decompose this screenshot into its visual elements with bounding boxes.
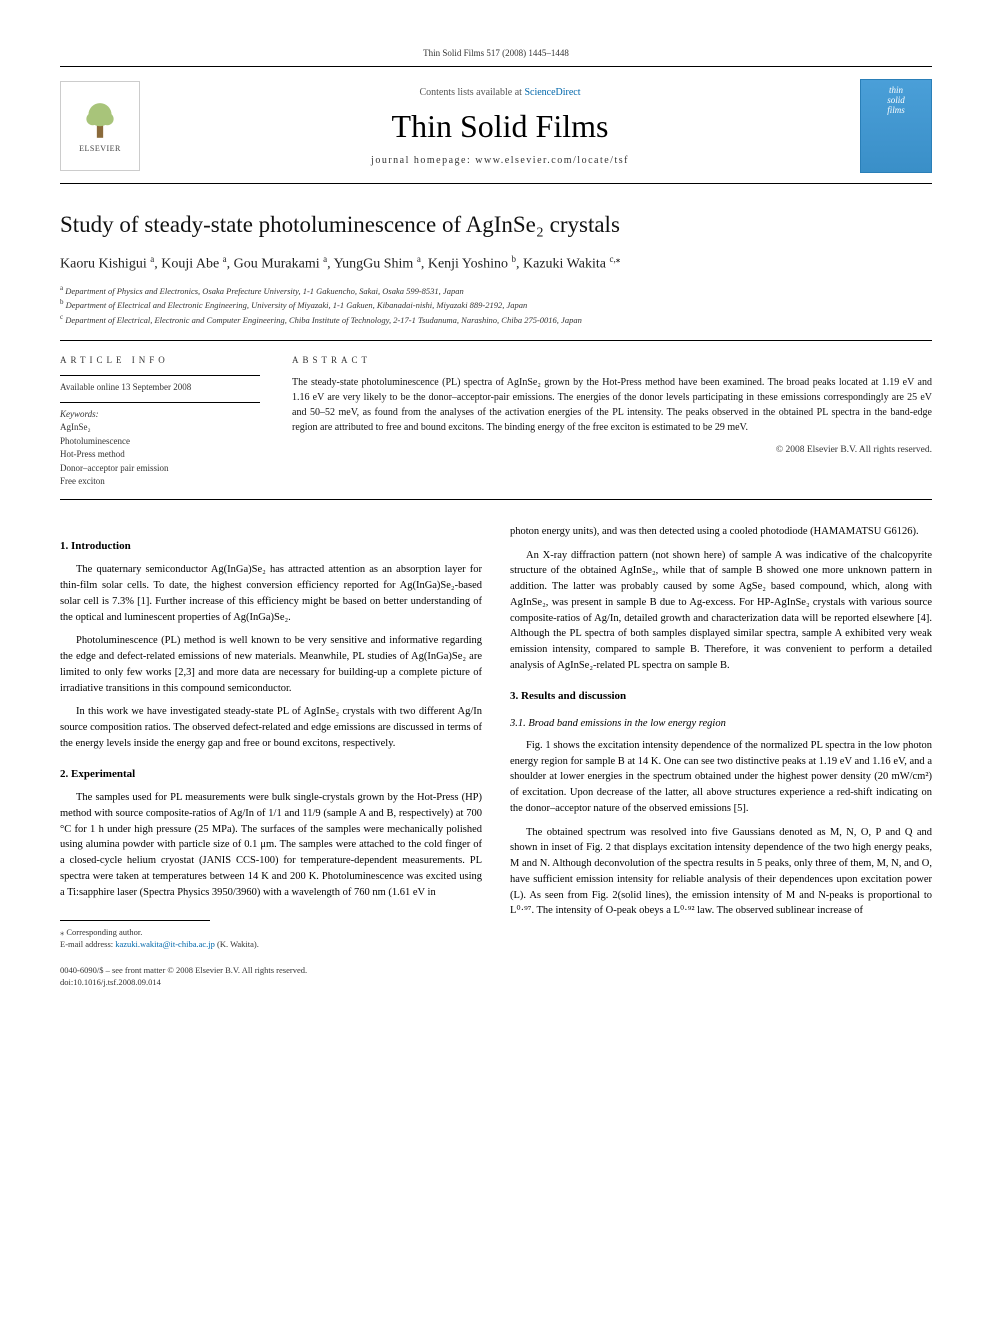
journal-name: Thin Solid Films (140, 108, 860, 145)
contents-prefix: Contents lists available at (419, 87, 524, 98)
journal-cover: thin solid films (860, 79, 932, 173)
available-online: Available online 13 September 2008 (60, 375, 260, 392)
email-label: E-mail address: (60, 939, 115, 949)
corresponding-author-footnote: ⁎ Corresponding author. E-mail address: … (60, 927, 482, 951)
authors-line: Kaoru Kishigui a, Kouji Abe a, Gou Murak… (60, 254, 932, 273)
journal-homepage: journal homepage: www.elsevier.com/locat… (140, 155, 860, 166)
info-abstract-row: ARTICLE INFO Available online 13 Septemb… (60, 355, 932, 489)
cover-title: thin solid films (887, 86, 905, 116)
email-suffix: (K. Wakita). (215, 939, 259, 949)
keywords-list: AgInSe₂PhotoluminescenceHot-Press method… (60, 421, 260, 489)
article-info-col: ARTICLE INFO Available online 13 Septemb… (60, 355, 260, 489)
contents-line: Contents lists available at ScienceDirec… (140, 87, 860, 98)
doi-block: 0040-6090/$ – see front matter © 2008 El… (60, 965, 482, 989)
body-paragraph: Photoluminescence (PL) method is well kn… (60, 633, 482, 696)
rule (60, 499, 932, 500)
running-head: Thin Solid Films 517 (2008) 1445–1448 (60, 48, 932, 58)
article-title: Study of steady-state photoluminescence … (60, 212, 932, 238)
section-heading-experimental: 2. Experimental (60, 766, 482, 783)
right-column: photon energy units), and was then detec… (510, 524, 932, 989)
affiliations: a Department of Physics and Electronics,… (60, 283, 932, 327)
elsevier-tree-icon (79, 100, 121, 142)
email-link[interactable]: kazuki.wakita@it-chiba.ac.jp (115, 939, 215, 949)
doi-line1: 0040-6090/$ – see front matter © 2008 El… (60, 965, 482, 977)
publisher-logo: ELSEVIER (60, 81, 140, 171)
abstract-text: The steady-state photoluminescence (PL) … (292, 375, 932, 435)
section-heading-results: 3. Results and discussion (510, 688, 932, 705)
corr-email-line: E-mail address: kazuki.wakita@it-chiba.a… (60, 939, 482, 951)
masthead: ELSEVIER Contents lists available at Sci… (60, 79, 932, 184)
keywords-label: Keywords: (60, 402, 260, 419)
body-columns: 1. Introduction The quaternary semicondu… (60, 524, 932, 989)
abstract-col: ABSTRACT The steady-state photoluminesce… (292, 355, 932, 489)
body-paragraph: The obtained spectrum was resolved into … (510, 825, 932, 920)
corr-label: ⁎ Corresponding author. (60, 927, 482, 939)
body-paragraph: The samples used for PL measurements wer… (60, 790, 482, 900)
subsection-heading: 3.1. Broad band emissions in the low ene… (510, 716, 932, 732)
masthead-center: Contents lists available at ScienceDirec… (140, 87, 860, 166)
publisher-logo-text: ELSEVIER (79, 144, 121, 153)
top-rule (60, 66, 932, 67)
body-paragraph: An X-ray diffraction pattern (not shown … (510, 548, 932, 674)
body-paragraph: Fig. 1 shows the excitation intensity de… (510, 738, 932, 817)
body-paragraph: The quaternary semiconductor Ag(InGa)Se₂… (60, 562, 482, 625)
left-column: 1. Introduction The quaternary semicondu… (60, 524, 482, 989)
abstract-copyright: © 2008 Elsevier B.V. All rights reserved… (292, 445, 932, 455)
footnote-separator (60, 920, 210, 921)
body-paragraph: In this work we have investigated steady… (60, 704, 482, 751)
body-paragraph: photon energy units), and was then detec… (510, 524, 932, 540)
doi-line2: doi:10.1016/j.tsf.2008.09.014 (60, 977, 482, 989)
section-heading-intro: 1. Introduction (60, 538, 482, 555)
article-info-label: ARTICLE INFO (60, 355, 260, 365)
rule (60, 340, 932, 341)
abstract-label: ABSTRACT (292, 355, 932, 365)
sciencedirect-link[interactable]: ScienceDirect (524, 87, 580, 98)
